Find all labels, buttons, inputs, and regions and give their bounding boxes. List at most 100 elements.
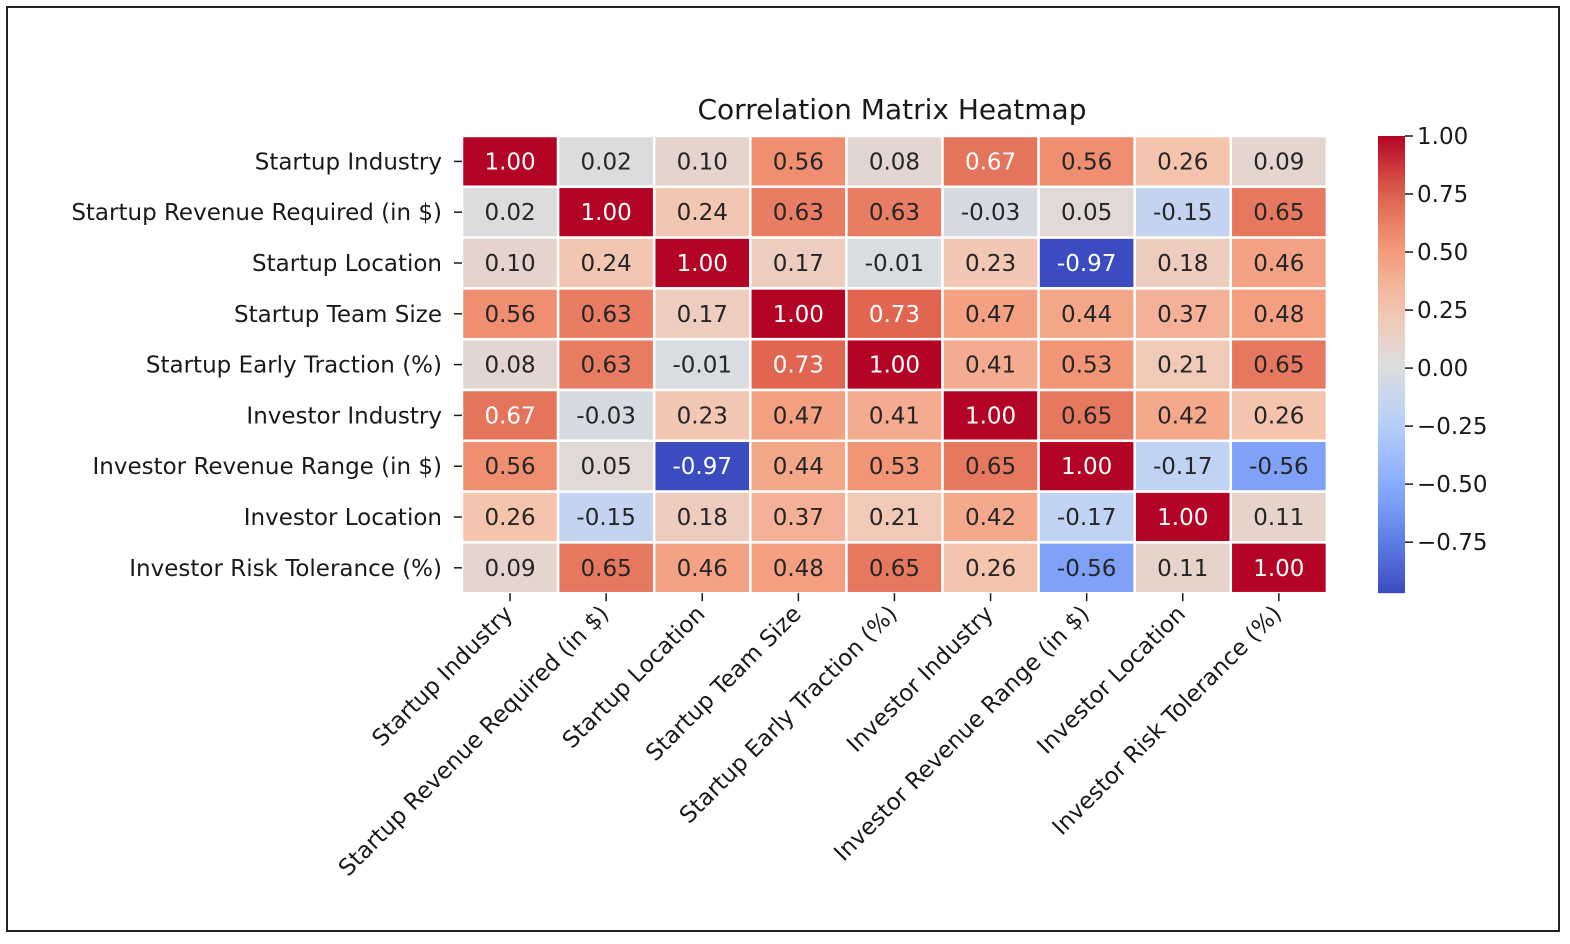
heatmap-cell	[749, 236, 848, 290]
cell-value-label: 0.41	[869, 403, 920, 429]
cell-value-label: -0.15	[1153, 200, 1213, 226]
cell-value-label: 0.65	[581, 556, 632, 582]
chart-title: Correlation Matrix Heatmap	[698, 93, 1087, 126]
colorbar-tick-label: 0.75	[1417, 182, 1468, 208]
cell-value-label: 0.08	[484, 353, 535, 379]
cell-value-label: 0.26	[484, 505, 535, 531]
cell-value-label: 0.42	[965, 505, 1016, 531]
heatmap-cells: 1.00 0.02 0.10 0.56 0.08 0.67 0.56 0.26 0.09 0.02…	[460, 134, 1329, 595]
cell-value-label: 0.18	[1157, 251, 1208, 277]
cell-value-label: 0.65	[1253, 353, 1304, 379]
heatmap-cell	[1133, 490, 1233, 544]
colorbar-gradient	[1378, 136, 1405, 594]
cell-value-label: 0.24	[581, 251, 632, 277]
colorbar-tick-label: −0.50	[1417, 472, 1487, 498]
y-tick-label: Startup Location	[252, 251, 442, 277]
colorbar-tick-label: −0.75	[1417, 530, 1487, 556]
cell-value-label: 0.47	[773, 403, 824, 429]
cell-value-label: 0.47	[965, 302, 1016, 328]
heatmap-cell	[1133, 236, 1233, 290]
colorbar-tick-label: 0.25	[1417, 298, 1468, 324]
cell-value-label: 1.00	[677, 251, 728, 277]
heatmap-cell	[1229, 541, 1329, 595]
heatmap-cell	[1229, 287, 1329, 341]
cell-value-label: 0.23	[965, 251, 1016, 277]
heatmap-cell	[941, 439, 1040, 493]
heatmap-cell	[556, 236, 656, 290]
cell-value-label: 0.05	[581, 454, 632, 480]
cell-value-label: -0.97	[672, 454, 732, 480]
y-tick-label: Investor Risk Tolerance (%)	[129, 556, 442, 582]
cell-value-label: 0.26	[1253, 403, 1304, 429]
cell-value-label: 0.21	[1157, 353, 1208, 379]
cell-value-label: 0.65	[1253, 200, 1304, 226]
cell-value-label: 0.48	[1253, 302, 1304, 328]
heatmap-cell	[556, 185, 656, 239]
cell-value-label: 1.00	[869, 353, 920, 379]
heatmap-cell	[1133, 287, 1233, 341]
colorbar-tick-label: 0.50	[1417, 240, 1468, 266]
cell-value-label: 0.73	[773, 353, 824, 379]
y-tick-labels: Startup Industry Startup Revenue Required…	[71, 149, 462, 582]
cell-value-label: 0.56	[773, 149, 824, 175]
cell-value-label: 0.53	[1061, 353, 1112, 379]
cell-value-label: 0.56	[484, 302, 535, 328]
cell-value-label: 1.00	[581, 200, 632, 226]
heatmap-cell	[1229, 490, 1329, 544]
cell-value-label: 1.00	[965, 403, 1016, 429]
cell-value-label: 0.53	[869, 454, 920, 480]
heatmap-cell	[460, 236, 560, 290]
cell-value-label: -0.56	[1249, 454, 1309, 480]
cell-value-label: -0.17	[1153, 454, 1213, 480]
cell-value-label: 0.44	[1061, 302, 1112, 328]
y-tick-label: Startup Early Traction (%)	[146, 353, 442, 379]
heatmap-cell	[845, 490, 944, 544]
cell-value-label: 1.00	[773, 302, 824, 328]
cell-value-label: 0.65	[1061, 403, 1112, 429]
heatmap-cell	[1037, 185, 1136, 239]
heatmap-cell	[749, 185, 848, 239]
cell-value-label: -0.97	[1057, 251, 1117, 277]
heatmap-cell	[941, 541, 1040, 595]
colorbar-tick-label: 1.00	[1417, 124, 1468, 150]
cell-value-label: -0.15	[576, 505, 636, 531]
cell-value-label: 0.10	[484, 251, 535, 277]
y-tick-label: Startup Industry	[255, 149, 442, 175]
heatmap-cell	[556, 541, 656, 595]
heatmap-cell	[460, 439, 560, 493]
cell-value-label: 0.26	[965, 556, 1016, 582]
heatmap-cell	[1037, 388, 1136, 443]
cell-value-label: 0.63	[869, 200, 920, 226]
heatmap-cell	[1229, 337, 1329, 392]
colorbar: 1.00 0.75 0.50 0.25 0.00 −0.25 −0.50 −0.75	[1378, 124, 1487, 594]
cell-value-label: 0.17	[677, 302, 728, 328]
heatmap-cell	[652, 388, 752, 443]
cell-value-label: 0.67	[965, 149, 1016, 175]
cell-value-label: 0.09	[1253, 149, 1304, 175]
heatmap-cell	[652, 236, 752, 290]
heatmap-cell	[1133, 388, 1233, 443]
heatmap-cell	[749, 388, 848, 443]
cell-value-label: 1.00	[1157, 505, 1208, 531]
cell-value-label: 0.10	[677, 149, 728, 175]
cell-value-label: 0.23	[677, 403, 728, 429]
cell-value-label: 0.65	[965, 454, 1016, 480]
cell-value-label: 0.11	[1253, 505, 1304, 531]
heatmap-cell	[845, 541, 944, 595]
heatmap-cell	[1229, 439, 1329, 493]
cell-value-label: 0.05	[1061, 200, 1112, 226]
heatmap-cell	[749, 490, 848, 544]
cell-value-label: 0.67	[484, 403, 535, 429]
cell-value-label: 0.21	[869, 505, 920, 531]
heatmap-cell	[556, 388, 656, 443]
cell-value-label: 0.73	[869, 302, 920, 328]
heatmap-cell	[749, 541, 848, 595]
heatmap-cell	[845, 388, 944, 443]
cell-value-label: 0.63	[773, 200, 824, 226]
heatmap-cell	[652, 287, 752, 341]
heatmap-cell	[652, 490, 752, 544]
cell-value-label: 0.56	[1061, 149, 1112, 175]
cell-value-label: 0.42	[1157, 403, 1208, 429]
